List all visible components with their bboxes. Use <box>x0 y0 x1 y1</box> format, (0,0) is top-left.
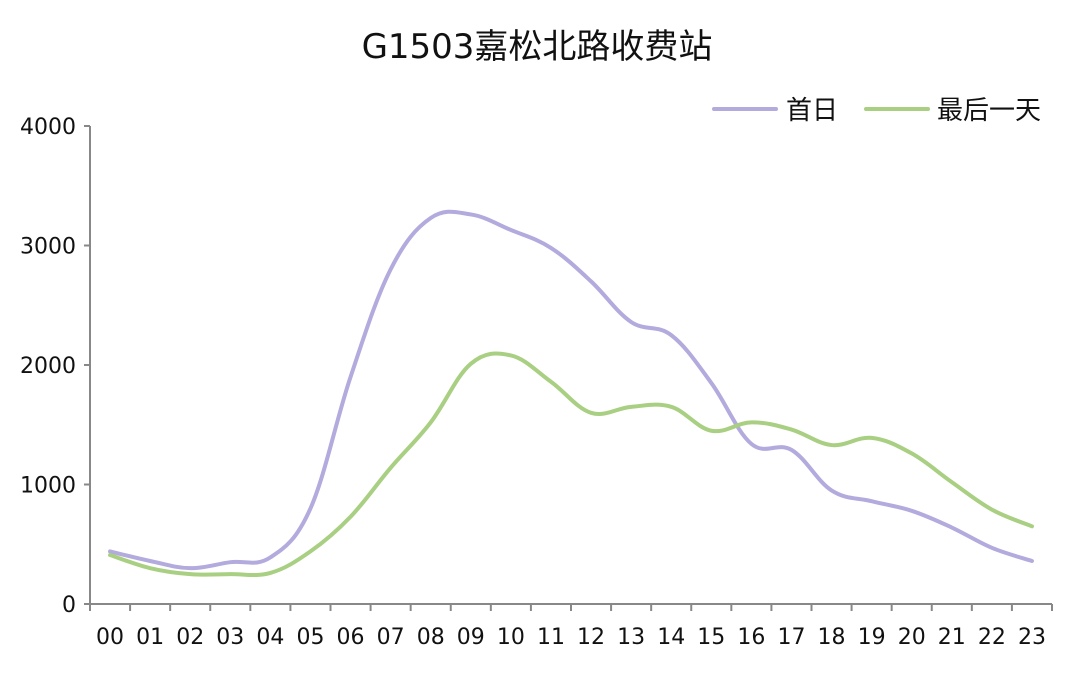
x-tick-label: 15 <box>697 625 725 650</box>
x-tick-label: 16 <box>737 625 765 650</box>
y-tick-label: 4000 <box>20 115 76 140</box>
x-tick-label: 20 <box>898 625 926 650</box>
x-tick-label: 22 <box>978 625 1006 650</box>
series-group <box>108 209 1034 578</box>
x-tick-label: 02 <box>176 625 204 650</box>
x-tick-label: 23 <box>1018 625 1046 650</box>
x-tick-label: 11 <box>537 625 565 650</box>
legend-label: 最后一天 <box>937 96 1041 126</box>
x-tick-label: 08 <box>417 625 445 650</box>
x-tick-label: 03 <box>216 625 244 650</box>
x-tick-label: 00 <box>96 625 124 650</box>
y-tick-label: 0 <box>62 593 76 618</box>
x-tick-label: 17 <box>777 625 805 650</box>
x-tick-label: 06 <box>337 625 365 650</box>
x-tick-label: 04 <box>256 625 284 650</box>
legend-label: 首日 <box>786 96 838 126</box>
x-tick-label: 14 <box>657 625 685 650</box>
y-tick-label: 2000 <box>20 354 76 379</box>
series-line-1 <box>108 351 1034 578</box>
x-tick-label: 07 <box>377 625 405 650</box>
x-tick-label: 13 <box>617 625 645 650</box>
x-tick-label: 12 <box>577 625 605 650</box>
axes: 0 1000 2000 3000 4000 00 01 02 03 04 05 06 07 08 09 10 1… <box>20 115 1053 650</box>
x-tick-label: 19 <box>858 625 886 650</box>
x-tick-label: 18 <box>818 625 846 650</box>
x-tick-label: 09 <box>457 625 485 650</box>
chart-title: G1503嘉松北路收费站 <box>362 27 713 67</box>
x-tick-label: 05 <box>296 625 324 650</box>
series-line-0 <box>108 209 1034 571</box>
legend: 首日 最后一天 <box>712 96 1041 126</box>
y-tick-label: 3000 <box>20 235 76 260</box>
x-tick-label: 21 <box>938 625 966 650</box>
x-tick-label: 10 <box>497 625 525 650</box>
y-tick-label: 1000 <box>20 474 76 499</box>
x-tick-label: 01 <box>136 625 164 650</box>
